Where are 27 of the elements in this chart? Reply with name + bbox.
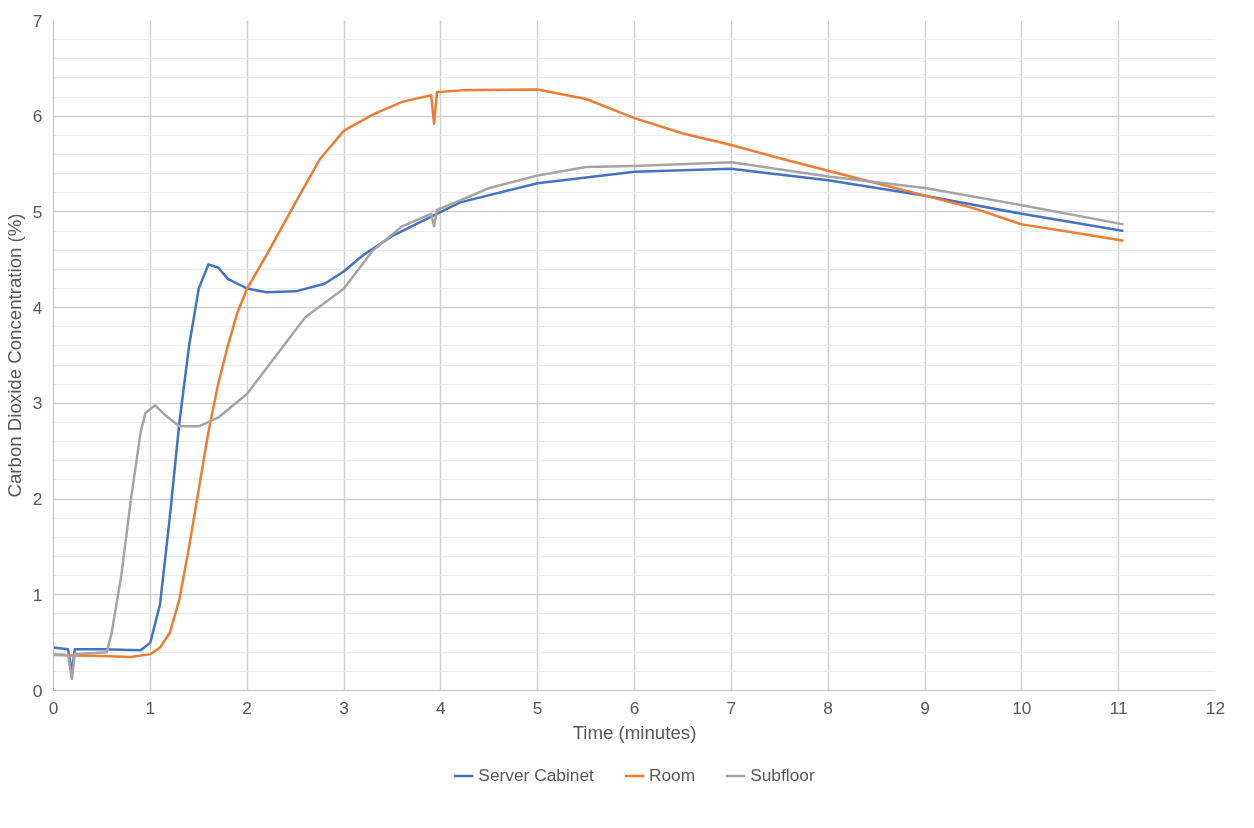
x-tick-label: 1 [145,697,156,718]
x-tick-label: 12 [1205,697,1226,718]
y-axis-title: Carbon Dioxide Concentration (%) [3,213,25,498]
y-tick-label: 0 [32,680,43,701]
y-tick-label: 7 [32,10,43,31]
y-tick-label: 6 [32,106,43,127]
x-tick-label: 11 [1109,697,1128,718]
legend-label: Server Cabinet [478,764,594,786]
x-tick-label: 10 [1012,697,1032,718]
y-tick-label: 1 [32,584,43,605]
x-tick-label: 8 [823,697,833,718]
x-tick-label: 0 [48,697,59,718]
legend-label: Room [648,764,696,786]
x-tick-label: 3 [339,697,349,718]
x-tick-label: 4 [436,697,447,718]
legend-label: Subfloor [750,764,815,786]
y-tick-label: 2 [32,489,43,510]
x-tick-label: 6 [629,697,640,718]
y-tick-label: 3 [32,393,43,414]
x-tick-label: 9 [920,697,930,718]
x-tick-label: 5 [532,697,543,718]
y-tick-label: 5 [32,201,43,222]
x-tick-label: 2 [242,697,252,718]
y-tick-label: 4 [32,297,43,318]
x-tick-label: 7 [726,697,737,718]
x-axis-title: Time (minutes) [572,721,697,743]
line-series [53,88,1125,659]
